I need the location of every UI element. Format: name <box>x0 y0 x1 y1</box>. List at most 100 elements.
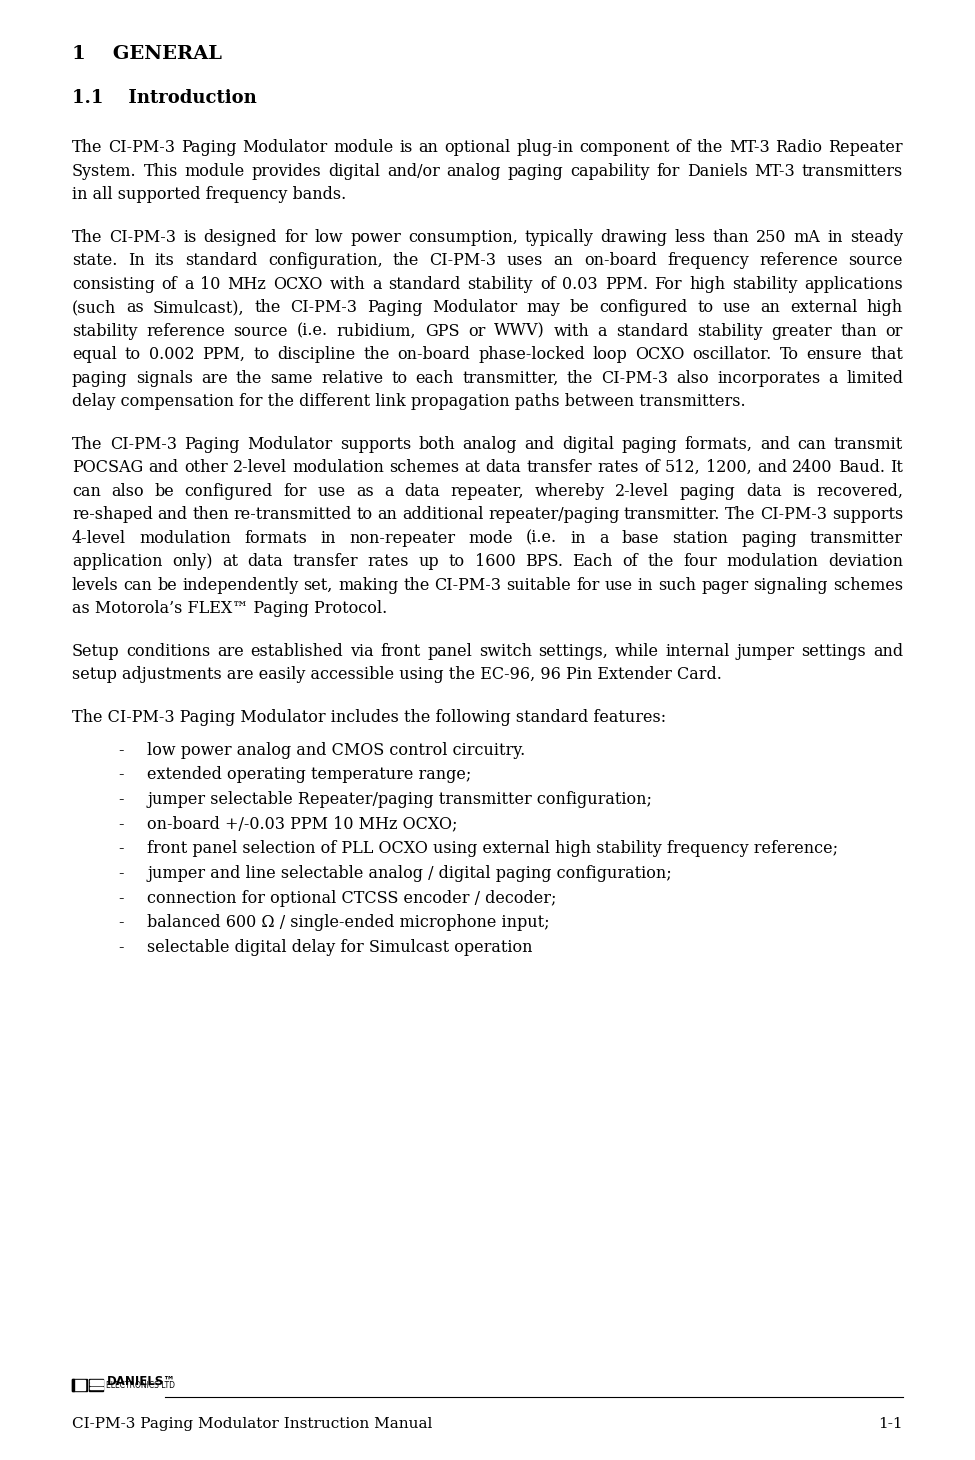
Text: the: the <box>254 299 281 317</box>
Text: CI-PM-3: CI-PM-3 <box>110 435 176 453</box>
Text: Setup: Setup <box>72 642 120 660</box>
Text: DANIELS™: DANIELS™ <box>106 1375 176 1388</box>
Text: the: the <box>393 253 419 269</box>
Text: for: for <box>284 483 307 499</box>
Text: balanced 600 Ω / single-ended microphone input;: balanced 600 Ω / single-ended microphone… <box>147 914 550 931</box>
Text: are: are <box>217 642 244 660</box>
Text: established: established <box>251 642 343 660</box>
Text: transfer: transfer <box>292 553 359 571</box>
Text: module: module <box>333 139 394 156</box>
Text: ensure: ensure <box>806 346 862 364</box>
Text: standard: standard <box>388 276 461 293</box>
Text: -: - <box>119 914 124 931</box>
Text: re-transmitted: re-transmitted <box>234 507 352 523</box>
Text: 1.1    Introduction: 1.1 Introduction <box>72 89 256 108</box>
Text: also: also <box>111 483 144 499</box>
Text: at: at <box>464 460 481 476</box>
Text: capability: capability <box>570 162 649 180</box>
Text: 512,: 512, <box>665 460 701 476</box>
Text: signals: signals <box>136 369 193 387</box>
Text: (such: (such <box>72 299 116 317</box>
Text: Modulator: Modulator <box>432 299 517 317</box>
Text: CI-PM-3: CI-PM-3 <box>435 577 501 594</box>
Text: The: The <box>72 435 102 453</box>
Text: -: - <box>119 816 124 832</box>
Text: and: and <box>525 435 555 453</box>
Text: repeater,: repeater, <box>450 483 524 499</box>
Text: a: a <box>384 483 394 499</box>
Text: configuration,: configuration, <box>268 253 382 269</box>
Text: consisting: consisting <box>72 276 155 293</box>
Text: may: may <box>526 299 561 317</box>
Text: formats,: formats, <box>684 435 753 453</box>
Text: module: module <box>184 162 245 180</box>
Text: are: are <box>201 369 228 387</box>
Text: Each: Each <box>572 553 613 571</box>
Text: an: an <box>554 253 573 269</box>
Text: internal: internal <box>666 642 730 660</box>
Text: -: - <box>119 866 124 882</box>
Text: data: data <box>486 460 522 476</box>
Text: ELECTRONICS LTD: ELECTRONICS LTD <box>106 1381 176 1390</box>
Text: and: and <box>158 507 187 523</box>
Text: -: - <box>119 742 124 759</box>
Text: This: This <box>143 162 177 180</box>
Text: The CI-PM-3 Paging Modulator includes the following standard features:: The CI-PM-3 Paging Modulator includes th… <box>72 708 666 726</box>
Text: 4-level: 4-level <box>72 530 126 546</box>
Text: on-board +/-0.03 PPM 10 MHz OCXO;: on-board +/-0.03 PPM 10 MHz OCXO; <box>147 816 457 832</box>
Text: (i.e.: (i.e. <box>296 323 328 340</box>
Text: schemes: schemes <box>833 577 903 594</box>
Text: 250: 250 <box>757 229 787 245</box>
Text: schemes: schemes <box>389 460 459 476</box>
Text: supports: supports <box>340 435 411 453</box>
Text: of: of <box>162 276 177 293</box>
Text: OCXO: OCXO <box>273 276 323 293</box>
Text: to: to <box>357 507 372 523</box>
Text: making: making <box>338 577 398 594</box>
Text: can: can <box>798 435 827 453</box>
Text: transmitter,: transmitter, <box>462 369 559 387</box>
Text: CI-PM-3: CI-PM-3 <box>760 507 827 523</box>
Text: rubidium,: rubidium, <box>336 323 416 340</box>
Text: stability: stability <box>697 323 762 340</box>
Text: of: of <box>676 139 691 156</box>
Text: transmitter: transmitter <box>810 530 903 546</box>
Text: phase-locked: phase-locked <box>478 346 585 364</box>
Text: System.: System. <box>72 162 136 180</box>
Text: as: as <box>126 299 143 317</box>
Text: and: and <box>148 460 178 476</box>
Text: than: than <box>840 323 877 340</box>
Bar <box>90 1387 103 1388</box>
Text: CI-PM-3: CI-PM-3 <box>430 253 496 269</box>
Text: -: - <box>119 939 124 956</box>
Text: recovered,: recovered, <box>816 483 903 499</box>
Text: discipline: discipline <box>277 346 355 364</box>
Text: use: use <box>722 299 751 317</box>
Text: extended operating temperature range;: extended operating temperature range; <box>147 766 471 784</box>
Text: plug-in: plug-in <box>517 139 573 156</box>
Text: POCSAG: POCSAG <box>72 460 143 476</box>
Text: 1    GENERAL: 1 GENERAL <box>72 45 222 63</box>
Text: loop: loop <box>593 346 628 364</box>
Text: same: same <box>270 369 313 387</box>
Text: For: For <box>654 276 682 293</box>
Text: designed: designed <box>204 229 277 245</box>
Text: analog: analog <box>462 435 517 453</box>
Text: rates: rates <box>598 460 639 476</box>
Text: switch: switch <box>479 642 531 660</box>
Bar <box>72 1380 87 1391</box>
Text: modulation: modulation <box>726 553 818 571</box>
Text: paging: paging <box>621 435 678 453</box>
Text: formats: formats <box>245 530 307 546</box>
Text: base: base <box>621 530 659 546</box>
Text: is: is <box>792 483 805 499</box>
Text: OCXO: OCXO <box>636 346 684 364</box>
Text: independently: independently <box>182 577 298 594</box>
Text: or: or <box>468 323 486 340</box>
Text: Paging: Paging <box>367 299 422 317</box>
Text: The: The <box>72 139 102 156</box>
Text: digital: digital <box>562 435 614 453</box>
Text: low: low <box>315 229 343 245</box>
Text: front: front <box>380 642 420 660</box>
Text: configured: configured <box>184 483 273 499</box>
